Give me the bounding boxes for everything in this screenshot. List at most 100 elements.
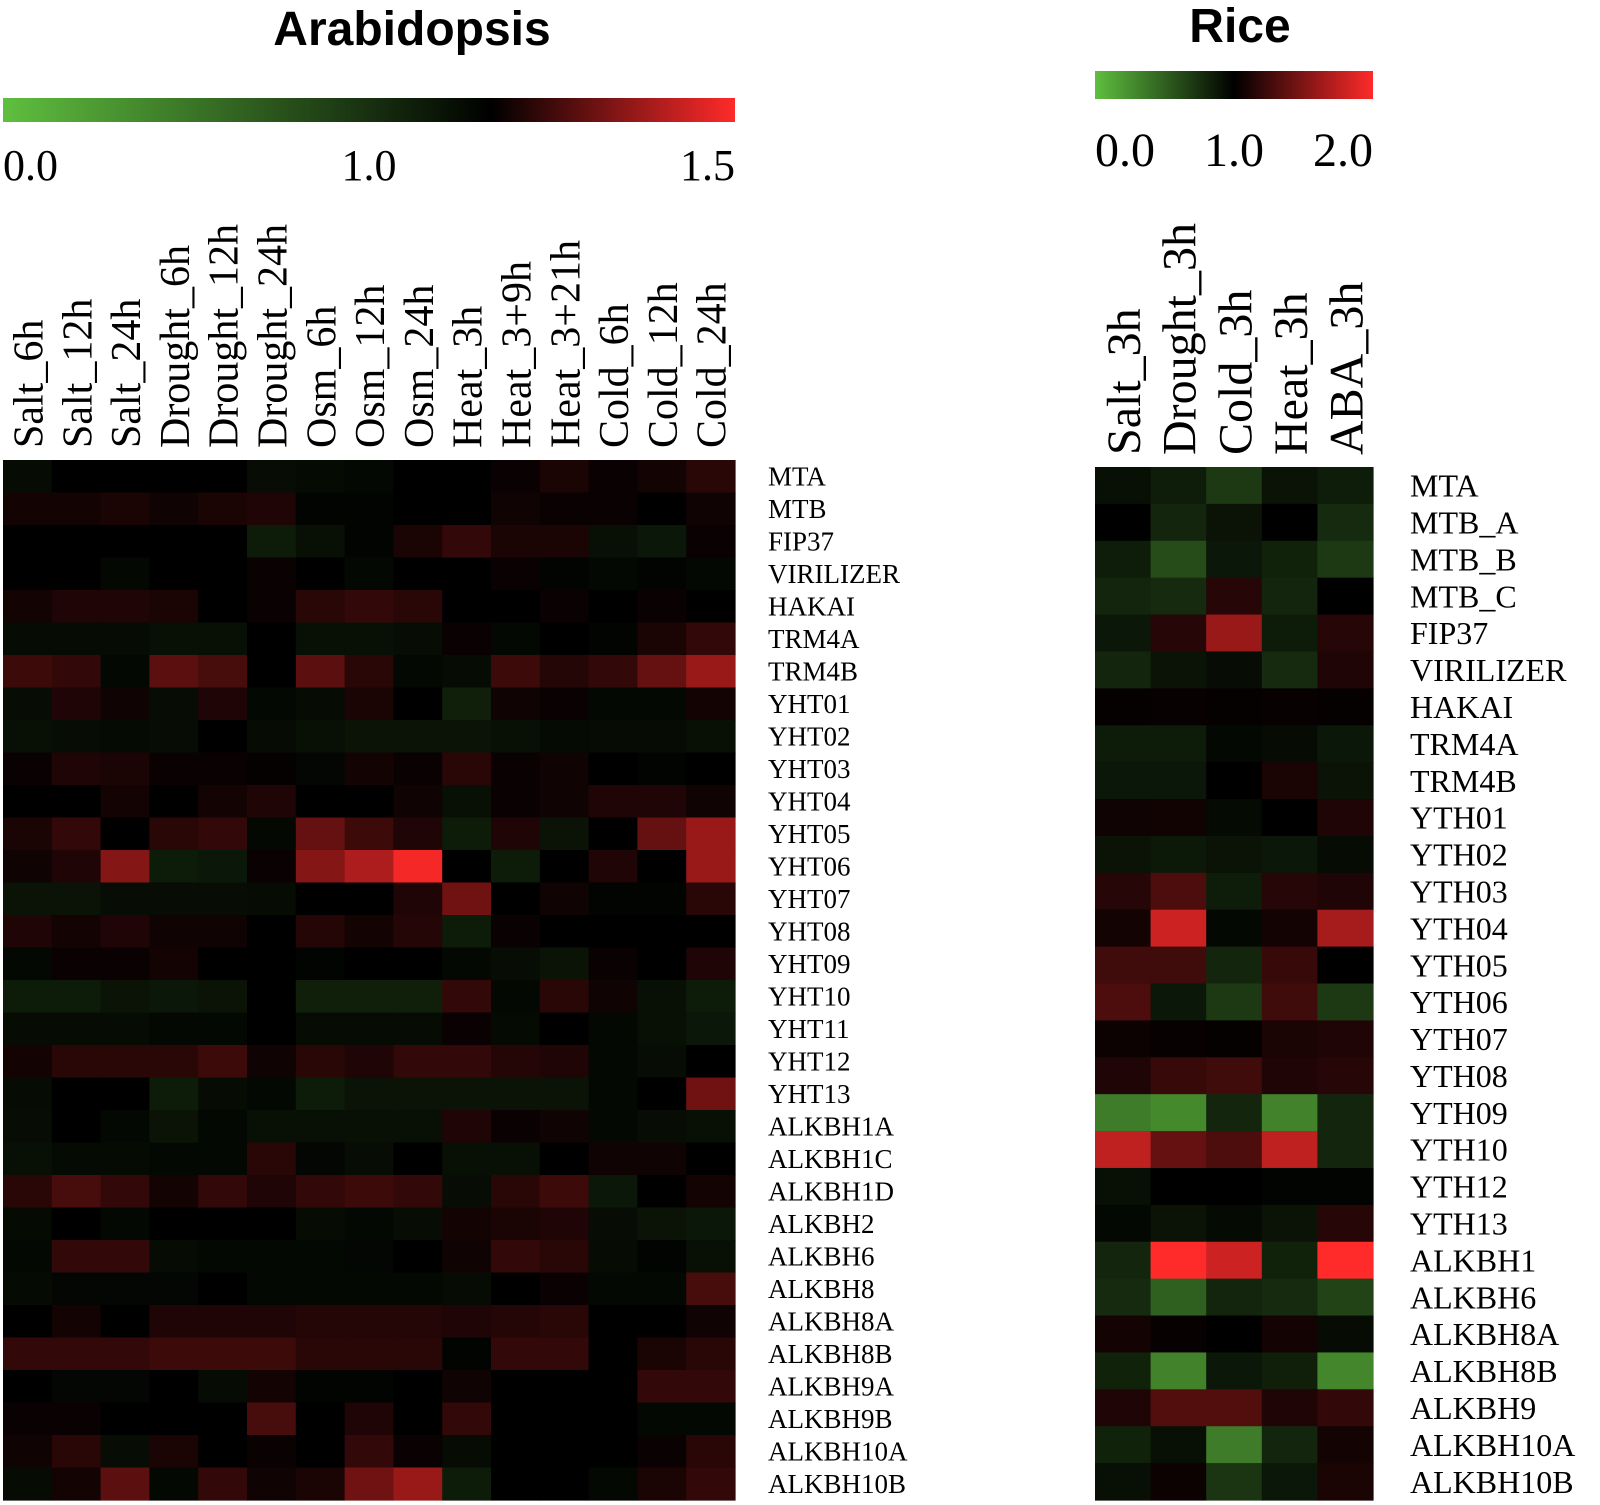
row-label-yht10: YHT10 [768, 982, 851, 1012]
row-label-yht03: YHT03 [768, 754, 851, 784]
arabidopsis-cell [51, 622, 102, 656]
arabidopsis-cell [100, 1337, 150, 1371]
arabidopsis-cell [51, 1012, 102, 1046]
arabidopsis-cell [51, 655, 102, 689]
rice-cell [1150, 651, 1207, 689]
arabidopsis-cell [100, 492, 150, 526]
rice-cell [1095, 835, 1152, 874]
arabidopsis-cell [393, 980, 443, 1014]
arabidopsis-cell [3, 687, 53, 721]
arabidopsis-cell [295, 752, 346, 786]
arabidopsis-cell [442, 460, 492, 494]
arabidopsis-cell [539, 752, 590, 786]
rice-cell [1150, 835, 1207, 874]
arabidopsis-cell [686, 882, 736, 916]
arabidopsis-cell [637, 1337, 687, 1371]
column-label-drought-24h: Drought_24h [251, 224, 297, 448]
arabidopsis-cell [539, 492, 590, 526]
rice-cell [1095, 983, 1152, 1021]
arabidopsis-cell [588, 590, 638, 624]
arabidopsis-cell [295, 1240, 346, 1274]
arabidopsis-cell [247, 1402, 297, 1436]
arabidopsis-cell [295, 1337, 346, 1371]
column-label-drought-6h: Drought_6h [153, 245, 199, 448]
arabidopsis-cell [491, 655, 541, 689]
arabidopsis-cell [442, 915, 492, 949]
row-label-mtb-a: MTB_A [1410, 505, 1518, 541]
arabidopsis-cell [588, 850, 638, 884]
arabidopsis-cell [149, 1402, 199, 1436]
arabidopsis-cell [247, 980, 297, 1014]
arabidopsis-cell [442, 1240, 492, 1274]
arabidopsis-cell [3, 817, 53, 851]
arabidopsis-cell [51, 1435, 102, 1469]
arabidopsis-cell [686, 1435, 736, 1469]
row-label-alkbh9a: ALKBH9A [768, 1372, 894, 1402]
arabidopsis-cell [539, 1012, 590, 1046]
arabidopsis-cell [442, 1077, 492, 1111]
arabidopsis-cell [3, 1240, 53, 1274]
arabidopsis-cell [686, 947, 736, 981]
arabidopsis-cell [686, 1175, 736, 1209]
arabidopsis-cell [393, 622, 443, 656]
rice-cell [1206, 1204, 1263, 1243]
arabidopsis-cell [491, 980, 541, 1014]
arabidopsis-cell [100, 720, 150, 754]
arabidopsis-cell [539, 1402, 590, 1436]
arabidopsis-cell [393, 460, 443, 494]
arabidopsis-cell [686, 687, 736, 721]
row-label-hakai: HAKAI [768, 592, 855, 622]
rice-cell [1150, 614, 1207, 653]
arabidopsis-cell [491, 817, 541, 851]
arabidopsis-cell [198, 915, 248, 949]
rice-cell [1261, 1057, 1318, 1095]
arabidopsis-cell [295, 720, 346, 754]
row-label-alkbh1c: ALKBH1C [768, 1144, 893, 1174]
rice-row-labels: MTAMTB_AMTB_BMTB_CFIP37VIRILIZERHAKAITRM… [1410, 468, 1575, 1500]
arabidopsis-cell [3, 1337, 53, 1371]
rice-cell [1150, 688, 1207, 726]
arabidopsis-cell [637, 1142, 687, 1176]
arabidopsis-cell [51, 752, 102, 786]
arabidopsis-cell [393, 1272, 443, 1306]
arabidopsis-cell [539, 655, 590, 689]
arabidopsis-cell [588, 1012, 638, 1046]
rice-cell [1261, 577, 1318, 616]
row-label-fip37: FIP37 [768, 527, 834, 557]
arabidopsis-cell [3, 460, 53, 494]
arabidopsis-cell [51, 1305, 102, 1339]
arabidopsis-cell [247, 1142, 297, 1176]
arabidopsis-cell [442, 720, 492, 754]
arabidopsis-cell [344, 752, 394, 786]
arabidopsis-cell [393, 1240, 443, 1274]
arabidopsis-cell [491, 492, 541, 526]
rice-cell [1206, 1352, 1263, 1390]
arabidopsis-cell [588, 1435, 638, 1469]
arabidopsis-cell [637, 655, 687, 689]
arabidopsis-cell [588, 1272, 638, 1306]
rice-cell [1095, 872, 1152, 911]
rice-scale-label-min: 0.0 [1095, 124, 1155, 177]
row-label-virilizer: VIRILIZER [768, 559, 900, 589]
arabidopsis-cell [100, 1142, 150, 1176]
arabidopsis-cell [491, 525, 541, 559]
arabidopsis-cell [3, 1435, 53, 1469]
arabidopsis-cell [344, 1272, 394, 1306]
arabidopsis-cell [3, 1370, 53, 1404]
arabidopsis-cell [344, 1175, 394, 1209]
row-label-trm4b: TRM4B [1410, 763, 1517, 799]
column-label-cold-6h: Cold_6h [592, 303, 638, 448]
arabidopsis-cell [295, 590, 346, 624]
arabidopsis-cell [491, 1175, 541, 1209]
rice-cell [1206, 1167, 1263, 1206]
arabidopsis-cell [3, 492, 53, 526]
arabidopsis-cell [686, 1142, 736, 1176]
rice-cell [1206, 762, 1263, 800]
arabidopsis-cell [637, 1467, 687, 1501]
rice-scale-label-max: 2.0 [1313, 124, 1373, 177]
arabidopsis-cell [686, 1402, 736, 1436]
rice-cell [1095, 577, 1152, 616]
rice-cell [1150, 1094, 1207, 1132]
rice-cell [1261, 1315, 1318, 1354]
arabidopsis-cell [539, 687, 590, 721]
